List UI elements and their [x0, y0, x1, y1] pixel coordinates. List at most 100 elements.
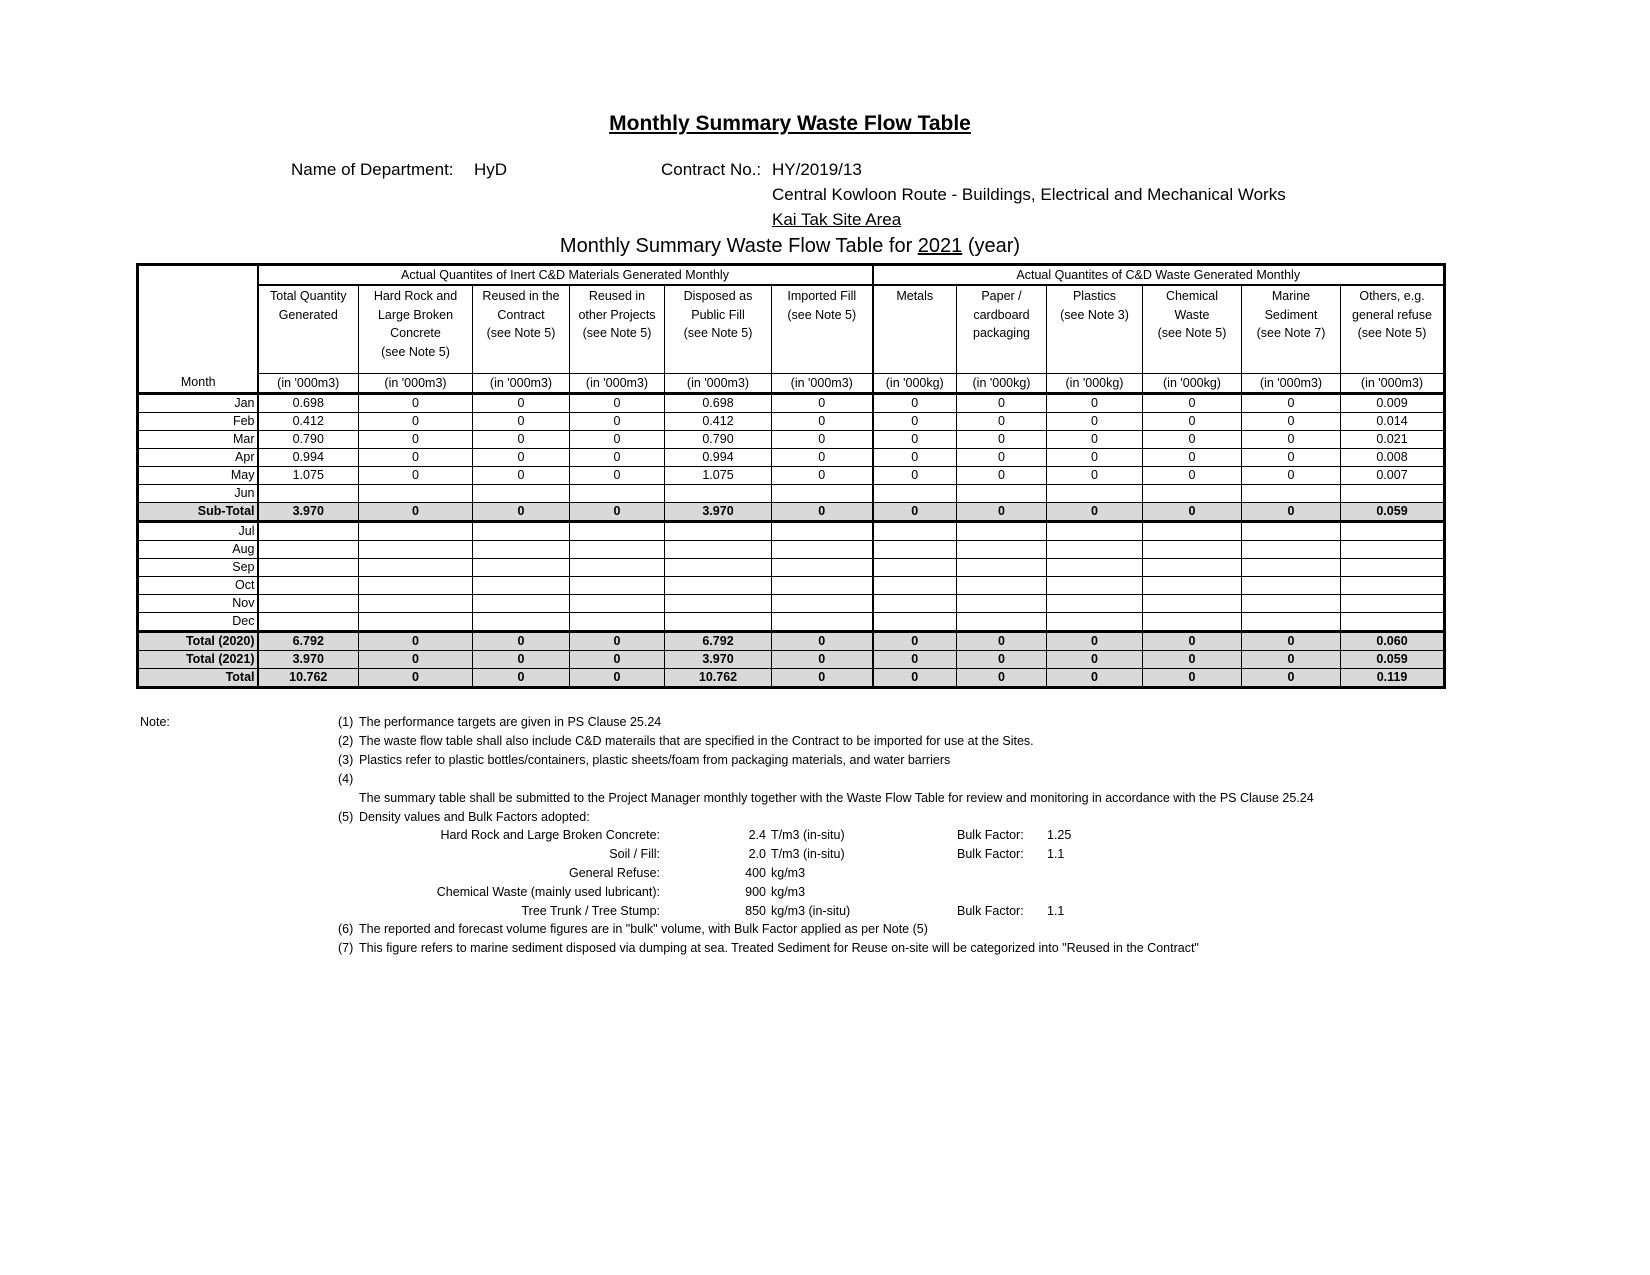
- table-row: May 1.075 0 0 0 1.075 0 0 0 0 0 0 0.007: [137, 466, 1445, 485]
- note-number: (7): [338, 941, 354, 955]
- value-cell: 0: [358, 502, 473, 523]
- column-unit: (in '000m3): [472, 373, 570, 395]
- density-material: Tree Trunk / Tree Stump:: [521, 904, 660, 918]
- month-cell: Mar: [137, 430, 259, 449]
- column-header: Metals: [872, 284, 957, 374]
- value-cell: 0.119: [1340, 668, 1445, 688]
- column-header: Others, e.g. general refuse (see Note 5): [1340, 284, 1445, 374]
- value-cell: [771, 484, 874, 503]
- value-cell: [771, 594, 874, 613]
- density-value: 2.4: [748, 828, 766, 842]
- value-cell: [771, 612, 874, 632]
- value-cell: 0: [771, 502, 874, 523]
- column-unit: (in '000m3): [1340, 373, 1445, 395]
- month-cell: May: [137, 466, 259, 485]
- value-cell: [358, 484, 473, 503]
- value-cell: 0: [956, 650, 1047, 669]
- column-unit: (in '000m3): [664, 373, 772, 395]
- value-cell: 0.412: [257, 412, 359, 431]
- note-number: (2): [338, 734, 354, 748]
- month-cell: Sub-Total: [137, 502, 259, 523]
- note-number: (4): [338, 772, 354, 786]
- value-cell: [358, 576, 473, 595]
- month-cell: Jun: [137, 484, 259, 503]
- subtotal-row: Sub-Total 3.970 0 0 0 3.970 0 0 0 0 0 0 0.059: [137, 502, 1445, 523]
- value-cell: 0: [1046, 668, 1143, 688]
- value-cell: [1142, 576, 1242, 595]
- value-cell: 0: [1241, 430, 1341, 449]
- value-cell: [358, 612, 473, 632]
- column-unit: (in '000m3): [257, 373, 359, 395]
- column-header: Paper / cardboard packaging: [956, 284, 1047, 374]
- value-cell: [472, 521, 570, 541]
- value-cell: [1142, 484, 1242, 503]
- value-cell: 6.792: [257, 630, 359, 651]
- value-cell: [956, 594, 1047, 613]
- value-cell: 3.970: [257, 650, 359, 669]
- note-text: The summary table shall be submitted to …: [359, 791, 1314, 805]
- value-cell: [1340, 612, 1445, 632]
- value-cell: [664, 576, 772, 595]
- value-cell: 0: [1142, 502, 1242, 523]
- value-cell: [257, 484, 359, 503]
- bulk-factor-label: Bulk Factor:: [957, 847, 1024, 861]
- value-cell: 0: [569, 412, 665, 431]
- value-cell: [569, 521, 665, 541]
- value-cell: [956, 521, 1047, 541]
- value-cell: [1241, 612, 1341, 632]
- value-cell: 0: [1142, 466, 1242, 485]
- value-cell: 0: [1241, 668, 1341, 688]
- value-cell: 0: [1142, 448, 1242, 467]
- value-cell: 0: [569, 393, 665, 413]
- note-text: Plastics refer to plastic bottles/contai…: [359, 753, 951, 767]
- bulk-factor-value: 1.1: [1047, 847, 1065, 861]
- note-text: This figure refers to marine sediment di…: [359, 941, 1199, 955]
- value-cell: 0: [956, 393, 1047, 413]
- value-cell: [472, 540, 570, 559]
- value-cell: 10.762: [257, 668, 359, 688]
- value-cell: 0: [1241, 630, 1341, 651]
- table-row: Feb 0.412 0 0 0 0.412 0 0 0 0 0 0 0.014: [137, 412, 1445, 431]
- value-cell: [257, 576, 359, 595]
- value-cell: [472, 558, 570, 577]
- column-unit: (in '000m3): [358, 373, 473, 395]
- value-cell: 0: [472, 430, 570, 449]
- waste-flow-table: Actual Quantites of Inert C&D Materials …: [136, 263, 1446, 689]
- note-text: Density values and Bulk Factors adopted:: [359, 810, 590, 824]
- value-cell: 0: [472, 393, 570, 413]
- value-cell: [956, 540, 1047, 559]
- value-cell: 0: [956, 668, 1047, 688]
- column-unit: (in '000m3): [569, 373, 665, 395]
- value-cell: 0: [771, 412, 874, 431]
- value-cell: 0: [1142, 650, 1242, 669]
- value-cell: [472, 576, 570, 595]
- value-cell: [358, 540, 473, 559]
- note-text: The reported and forecast volume figures…: [359, 922, 928, 936]
- value-cell: [664, 540, 772, 559]
- value-cell: [1241, 558, 1341, 577]
- value-cell: [1142, 612, 1242, 632]
- column-unit: (in '000m3): [1241, 373, 1341, 395]
- month-cell: Nov: [137, 594, 259, 613]
- value-cell: 0: [358, 630, 473, 651]
- value-cell: 0: [358, 448, 473, 467]
- note-number: (5): [338, 810, 354, 824]
- value-cell: [872, 594, 957, 613]
- value-cell: [1046, 612, 1143, 632]
- value-cell: 3.970: [257, 502, 359, 523]
- value-cell: [1142, 594, 1242, 613]
- table-row: Nov: [137, 594, 1445, 613]
- value-cell: [872, 521, 957, 541]
- column-header: Reused in the Contract (see Note 5): [472, 284, 570, 374]
- value-cell: [472, 594, 570, 613]
- group-waste-header: Actual Quantites of C&D Waste Generated …: [871, 264, 1445, 286]
- value-cell: [257, 558, 359, 577]
- month-cell: Jan: [137, 393, 259, 413]
- caption-year: 2021: [917, 235, 963, 257]
- density-material: Soil / Fill:: [609, 847, 660, 861]
- value-cell: 0: [1046, 502, 1143, 523]
- density-value: 850: [745, 904, 766, 918]
- caption-prefix: Monthly Summary Waste Flow Table for: [559, 235, 918, 257]
- value-cell: [771, 576, 874, 595]
- value-cell: 0: [569, 502, 665, 523]
